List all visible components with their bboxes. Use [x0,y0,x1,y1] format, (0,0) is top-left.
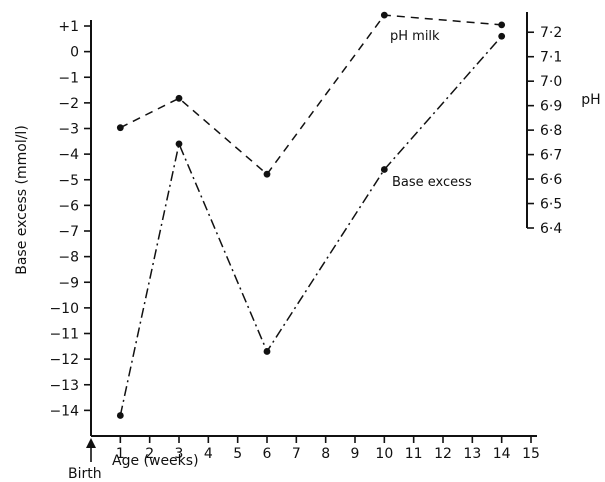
y-left-tick-label: −14 [49,403,79,419]
x-tick-label: 15 [522,446,540,462]
data-point-ph-milk [380,11,388,19]
x-tick-label: 10 [375,446,393,462]
y-left-tick-label: −9 [58,275,79,291]
data-point-ph-milk [263,170,271,178]
y-left-tick-label: −12 [49,352,79,368]
y-right-tick-label: 6·8 [540,123,562,139]
y-left-tick-label: −4 [58,147,79,163]
x-tick-label: 2 [145,446,154,462]
birth-marker: Birth [68,438,102,482]
series-line-ph-milk [119,14,502,176]
y-right-tick-label: 6·6 [540,172,562,188]
x-axis-label: Age (weeks) [112,453,199,469]
x-tick-label: 3 [175,446,184,462]
birth-label: Birth [68,466,102,482]
series-label-base-excess: Base excess [392,175,472,190]
data-point-base-excess [380,166,388,173]
y-right-tick-label: 6·9 [540,99,562,115]
axes [90,12,537,437]
x-tick-label: 5 [233,446,242,462]
y-right-tick-label: 6·7 [540,148,562,164]
y-left-tick-label: −8 [58,250,79,266]
x-tick-label: 13 [463,446,481,462]
y-left-tick-label: −7 [58,224,79,240]
y-left-tick-label: −3 [58,122,79,138]
x-tick-label: 4 [204,446,213,462]
y-axis-right-label: pH [581,92,600,108]
data-point-base-excess [263,348,271,355]
y-left-tick-label: −6 [58,198,79,214]
series-layer [116,11,506,419]
data-point-base-excess [498,32,506,40]
birth-arrow-head [86,438,96,448]
y-left-tick-label: −2 [58,96,79,112]
y-right-tick-label: 7·1 [540,50,562,66]
y-left-tick-label: −10 [49,301,79,317]
y-left-tick-label: −11 [49,327,79,343]
right-axis-ticks: 7·2 7·1 7·0 6·9 6·8 6·7 6·6 6·5 6·4 [527,25,562,237]
y-left-tick-label: −5 [58,173,79,189]
data-point-base-excess [116,412,124,419]
x-tick-label: 12 [434,446,452,462]
data-point-base-excess [175,140,183,148]
y-left-tick-label: −13 [49,378,79,394]
data-point-ph-milk [175,94,183,102]
x-axis-ticks: 1 2 3 4 5 6 7 8 9 10 11 12 13 14 15 [116,436,540,462]
y-axis-left-label: Base excess (mmol/l) [14,125,30,275]
y-right-tick-label: 7·2 [540,25,562,41]
y-left-tick-label: +1 [58,19,79,35]
x-tick-label: 11 [405,446,423,462]
data-point-ph-milk [498,21,506,29]
y-right-tick-label: 6·5 [540,197,562,213]
x-tick-label: 1 [116,446,125,462]
x-tick-label: 7 [292,446,301,462]
y-right-tick-label: 7·0 [540,74,562,90]
left-axis-ticks: +1 0 −1 −2 −3 −4 −5 −6 −7 −8 −9 −10 −11 −12 −13 −14 [49,19,91,419]
x-tick-label: 14 [493,446,511,462]
y-left-tick-label: 0 [70,45,79,61]
x-tick-label: 9 [351,446,360,462]
data-point-ph-milk [116,124,124,132]
y-right-tick-label: 6·4 [540,221,562,237]
series-line-base-excess [119,35,503,416]
x-tick-label: 8 [321,446,330,462]
x-tick-label: 6 [263,446,272,462]
series-label-ph-milk: pH milk [390,29,440,44]
y-left-tick-label: −1 [58,70,79,86]
